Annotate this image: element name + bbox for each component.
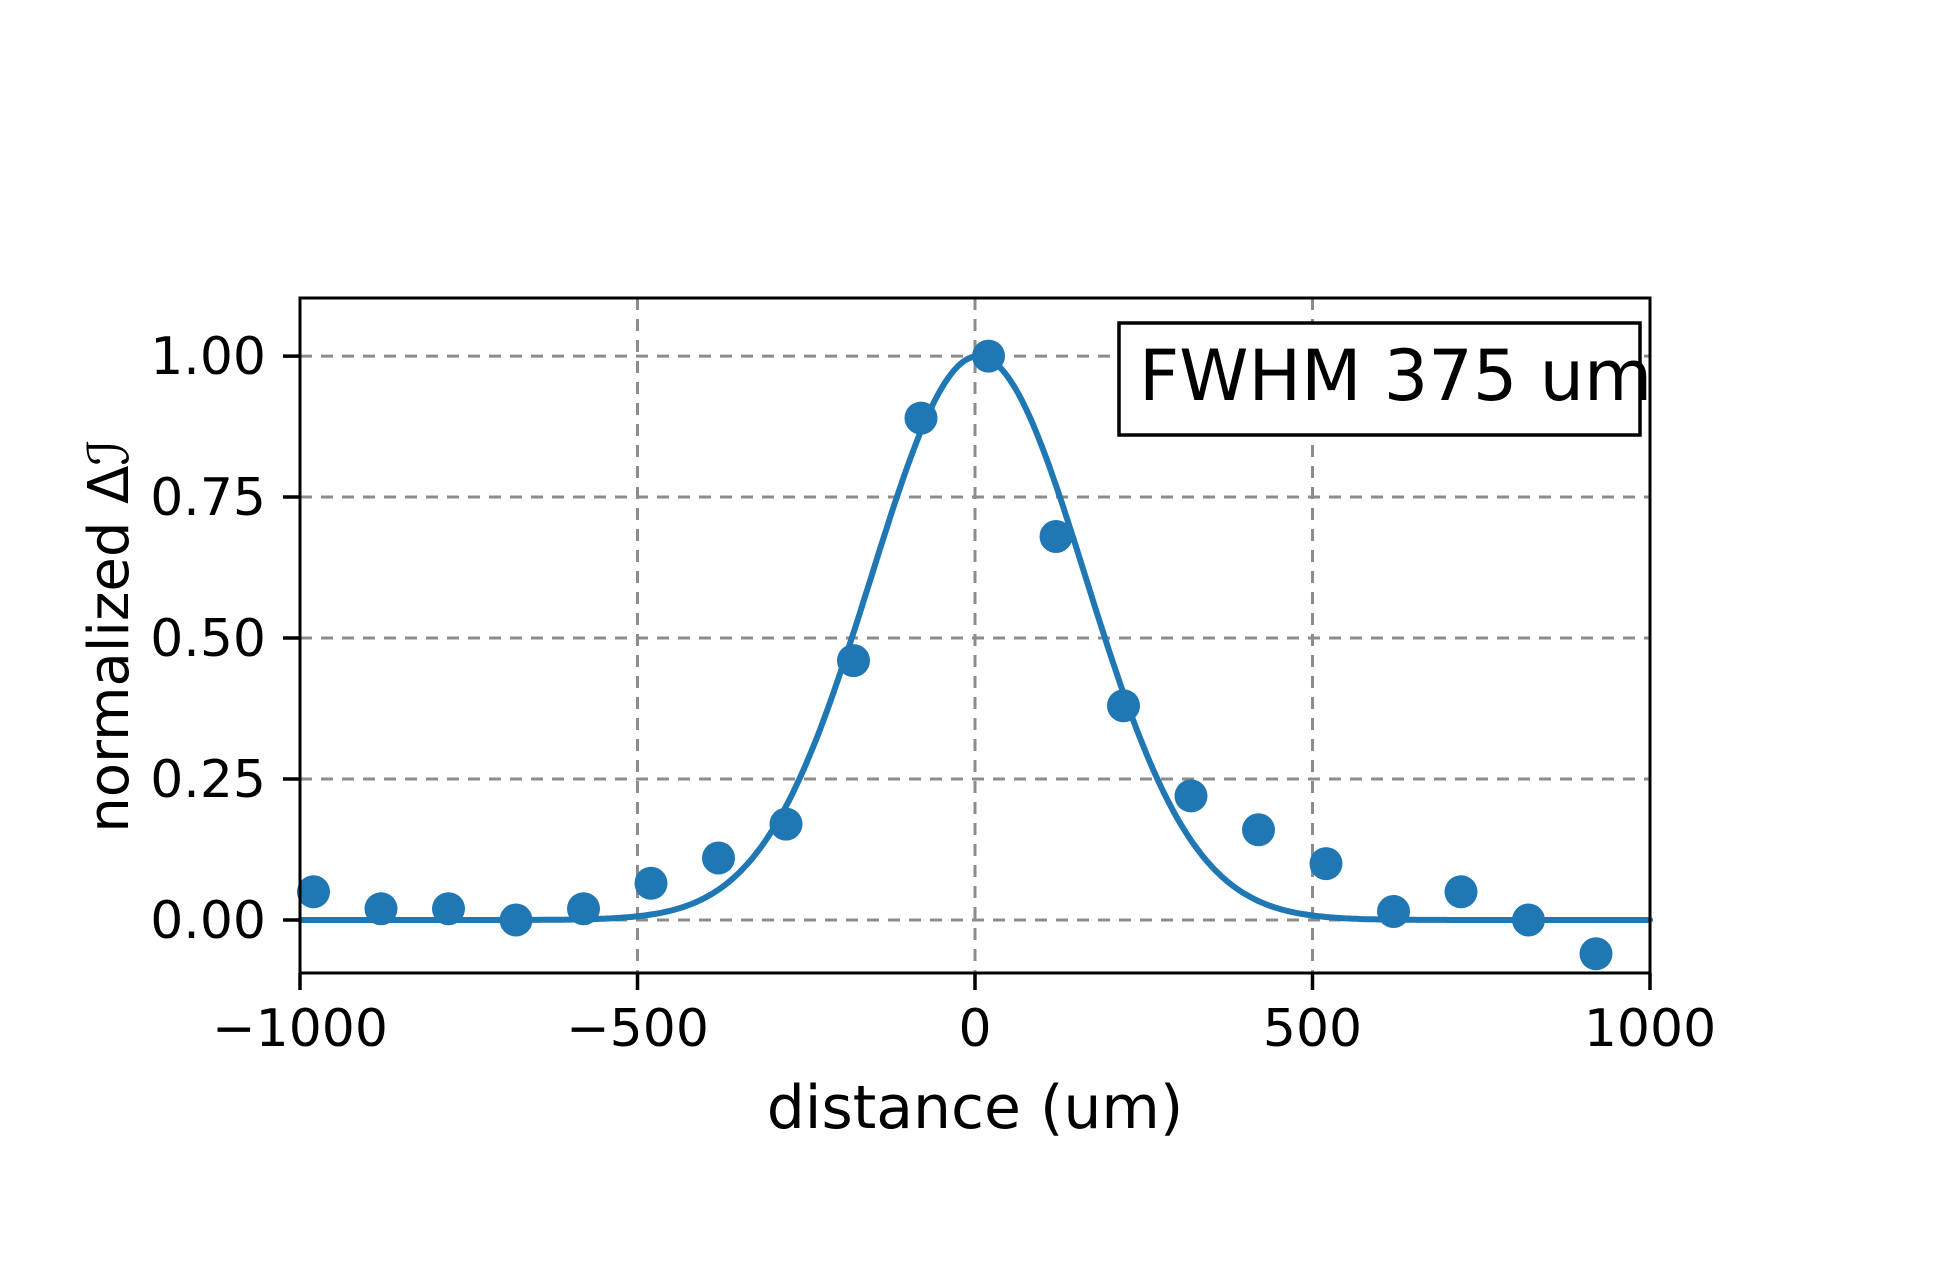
data-point bbox=[297, 875, 330, 909]
data-point bbox=[1174, 779, 1208, 813]
data-point bbox=[702, 841, 735, 875]
x-axis-label: distance (um) bbox=[767, 1073, 1184, 1143]
data-point bbox=[364, 892, 398, 926]
y-tick-label: 0.50 bbox=[150, 609, 266, 669]
y-tick-label: 0.00 bbox=[150, 891, 266, 951]
data-point bbox=[837, 644, 870, 678]
x-tick-label: −500 bbox=[566, 999, 709, 1059]
data-point bbox=[769, 807, 803, 841]
data-point bbox=[1512, 903, 1545, 937]
data-point bbox=[1579, 937, 1613, 971]
x-tick-label: 1000 bbox=[1584, 999, 1716, 1059]
x-tick-label: 500 bbox=[1263, 999, 1362, 1059]
fwhm-annotation-text: FWHM 375 um bbox=[1139, 335, 1652, 417]
y-axis-label: normalized Δℐ bbox=[77, 439, 142, 833]
data-point bbox=[1444, 875, 1478, 909]
y-tick-label: 0.25 bbox=[150, 750, 266, 810]
y-tick-label: 1.00 bbox=[150, 327, 266, 387]
data-point bbox=[1377, 895, 1410, 928]
y-tick-label: 0.75 bbox=[150, 468, 266, 528]
data-point bbox=[499, 903, 533, 937]
data-point bbox=[1039, 520, 1073, 553]
data-point bbox=[634, 866, 668, 900]
data-point bbox=[972, 339, 1005, 373]
data-point bbox=[1309, 847, 1343, 881]
data-point bbox=[1107, 689, 1140, 723]
x-tick-label: −1000 bbox=[212, 999, 388, 1059]
data-point bbox=[567, 892, 600, 926]
fwhm-annotation-box bbox=[1117, 321, 1642, 437]
data-point bbox=[432, 892, 465, 926]
x-tick-label: 0 bbox=[958, 999, 991, 1059]
data-point bbox=[1242, 813, 1275, 847]
data-point bbox=[904, 401, 938, 435]
